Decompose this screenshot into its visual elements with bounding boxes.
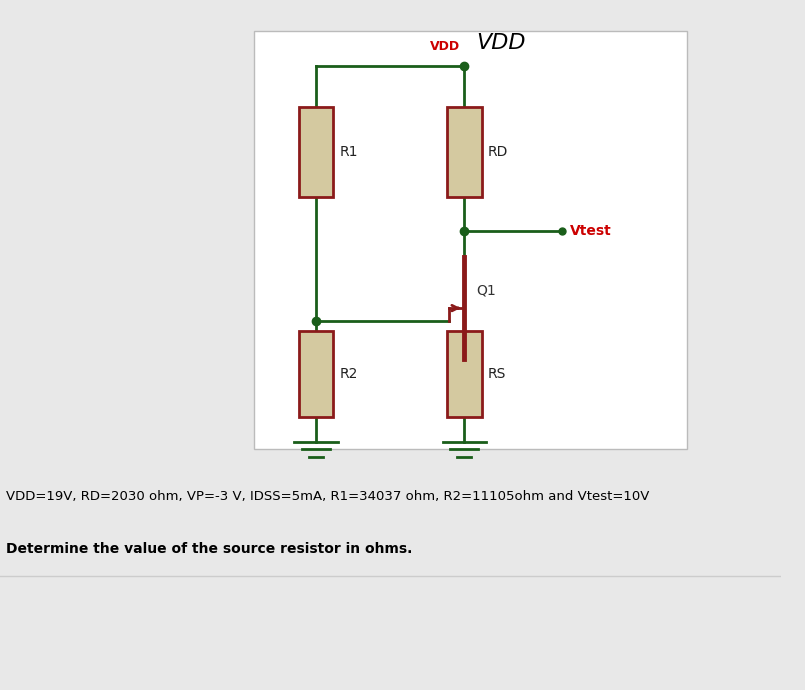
Text: R2: R2 — [340, 367, 358, 382]
FancyBboxPatch shape — [448, 331, 481, 417]
FancyBboxPatch shape — [299, 107, 333, 197]
Text: Determine the value of the source resistor in ohms.: Determine the value of the source resist… — [6, 542, 413, 555]
FancyBboxPatch shape — [254, 31, 687, 448]
Text: VDD: VDD — [431, 40, 460, 53]
Text: RS: RS — [488, 367, 506, 382]
Text: Q1: Q1 — [476, 284, 496, 298]
Text: VDD: VDD — [476, 33, 526, 53]
FancyBboxPatch shape — [299, 331, 333, 417]
Text: VDD=19V, RD=2030 ohm, VP=-3 V, IDSS=5mA, R1=34037 ohm, R2=11105ohm and Vtest=10V: VDD=19V, RD=2030 ohm, VP=-3 V, IDSS=5mA,… — [6, 490, 650, 503]
Text: Vtest: Vtest — [570, 224, 612, 238]
Text: RD: RD — [488, 145, 508, 159]
Text: R1: R1 — [340, 145, 358, 159]
FancyBboxPatch shape — [448, 107, 481, 197]
